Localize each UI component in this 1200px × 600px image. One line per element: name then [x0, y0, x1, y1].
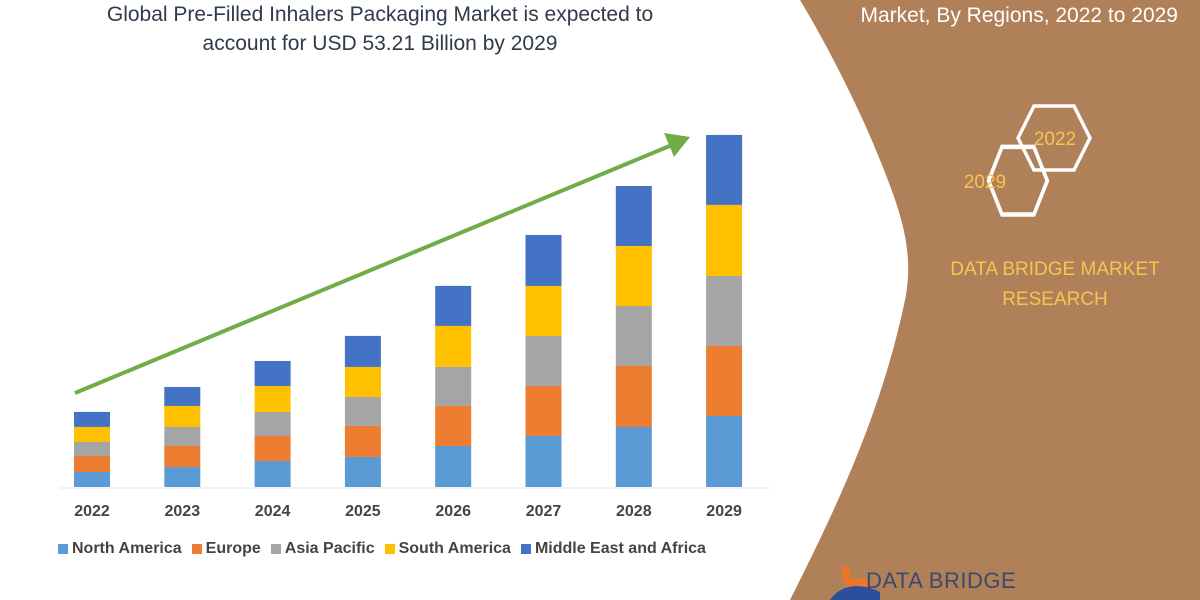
bar-segment-2024-north-america: [254, 461, 291, 487]
bar-segment-2029-north-america: [706, 415, 743, 487]
bar-segment-2026-asia-pacific: [435, 366, 472, 406]
legend-label: South America: [398, 540, 511, 557]
legend-swatch: [520, 544, 531, 554]
bar-segment-2027-europe: [525, 385, 562, 436]
bar-segment-2023-asia-pacific: [164, 426, 201, 446]
bar-segment-2022-south-america: [74, 426, 110, 442]
bar-segment-2026-north-america: [435, 445, 472, 487]
bar-segment-2029-middle-east-and-africa: [706, 134, 743, 205]
bar-segment-2029-south-america: [706, 204, 743, 276]
bar-segment-2024-europe: [254, 435, 291, 462]
bar-segment-2028-europe: [615, 366, 652, 427]
bar-segment-2022-north-america: [74, 471, 110, 487]
legend-item: Europe: [191, 540, 261, 558]
bar-segment-2028-asia-pacific: [615, 306, 652, 367]
x-tick-label: 2027: [525, 503, 562, 520]
legend: North America Europe Asia Pacific South Ame…: [58, 540, 706, 558]
bar-segment-2026-south-america: [435, 325, 472, 367]
hexagon-2029: 2029: [964, 144, 1050, 217]
bar-segment-2025-middle-east-and-africa: [344, 335, 381, 367]
brand-line-2: RESEARCH: [1002, 289, 1108, 310]
bar-segment-2024-middle-east-and-africa: [254, 360, 291, 386]
bars-group: [74, 134, 743, 487]
x-tick-label: 2029: [706, 503, 742, 520]
bar-segment-2027-asia-pacific: [525, 335, 562, 386]
bar-segment-2023-europe: [164, 445, 201, 468]
bar-segment-2022-europe: [74, 455, 110, 472]
logo-text: DATA BRIDGE: [866, 568, 1017, 593]
x-tick-label: 2025: [345, 503, 381, 520]
legend-label: Middle East and Africa: [534, 540, 706, 557]
bar-segment-2026-europe: [435, 405, 472, 446]
legend-item: Middle East and Africa: [520, 540, 706, 558]
brown-panel: [790, 0, 1200, 600]
bar-segment-2023-north-america: [164, 467, 201, 487]
title-line-2: account for USD 53.21 Billion by 2029: [202, 32, 558, 55]
legend-swatch: [384, 544, 395, 554]
bar-segment-2028-middle-east-and-africa: [615, 186, 652, 247]
x-tick-label: 2023: [164, 503, 201, 520]
bar-segment-2029-asia-pacific: [706, 275, 743, 346]
bar-segment-2023-middle-east-and-africa: [164, 386, 201, 406]
bar-segment-2022-middle-east-and-africa: [74, 411, 110, 427]
legend-swatch: [270, 544, 281, 554]
bar-segment-2025-south-america: [344, 366, 381, 397]
right-title: Market, By Regions, 2022 to 2029: [860, 4, 1178, 27]
hex-2029-label: 2029: [964, 172, 1006, 193]
legend-item: Asia Pacific: [270, 540, 375, 558]
legend-label: North America: [72, 540, 182, 557]
bar-segment-2022-asia-pacific: [74, 441, 110, 456]
bar-segment-2023-south-america: [164, 405, 201, 427]
bar-segment-2025-asia-pacific: [344, 396, 381, 426]
brand-text: DATA BRIDGE MARKET RESEARCH: [920, 255, 1190, 315]
logo-icon: [830, 566, 880, 600]
legend-label: Asia Pacific: [284, 540, 375, 557]
chart-title: Global Pre-Filled Inhalers Packaging Mar…: [60, 0, 700, 58]
hex-2022-label: 2022: [1034, 129, 1076, 150]
bar-segment-2027-north-america: [525, 435, 562, 487]
legend-label: Europe: [205, 540, 261, 557]
bar-segment-2026-middle-east-and-africa: [435, 285, 472, 326]
trend-arrow: [74, 133, 690, 395]
x-tick-label: 2028: [616, 503, 652, 520]
legend-item: South America: [384, 540, 511, 558]
bar-segment-2025-north-america: [344, 456, 381, 487]
x-tick-label: 2024: [254, 503, 291, 520]
bar-segment-2028-south-america: [615, 246, 652, 307]
bar-segment-2024-asia-pacific: [254, 411, 291, 436]
brand-line-1: DATA BRIDGE MARKET: [950, 259, 1160, 280]
bar-segment-2027-middle-east-and-africa: [525, 234, 562, 286]
legend-item: North America: [58, 540, 182, 558]
title-line-1: Global Pre-Filled Inhalers Packaging Mar…: [106, 3, 654, 26]
hexagon-2022: 2022: [1016, 104, 1092, 172]
bar-segment-2028-north-america: [615, 426, 652, 487]
bar-segment-2024-south-america: [254, 385, 291, 412]
legend-swatch: [191, 544, 202, 554]
bar-segment-2027-south-america: [525, 285, 562, 336]
bar-segment-2025-europe: [344, 425, 381, 457]
legend-swatch: [58, 544, 68, 554]
x-tick-label: 2022: [74, 503, 110, 520]
bar-segment-2029-europe: [706, 345, 743, 416]
x-tick-label: 2026: [435, 503, 471, 520]
